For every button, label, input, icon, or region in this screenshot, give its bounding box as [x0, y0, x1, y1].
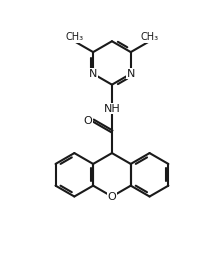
- Text: O: O: [84, 116, 93, 125]
- Text: N: N: [127, 69, 135, 79]
- Text: CH₃: CH₃: [140, 32, 159, 42]
- Text: CH₃: CH₃: [65, 32, 83, 42]
- Text: NH: NH: [104, 104, 120, 113]
- Text: N: N: [89, 69, 97, 79]
- Text: O: O: [108, 191, 116, 202]
